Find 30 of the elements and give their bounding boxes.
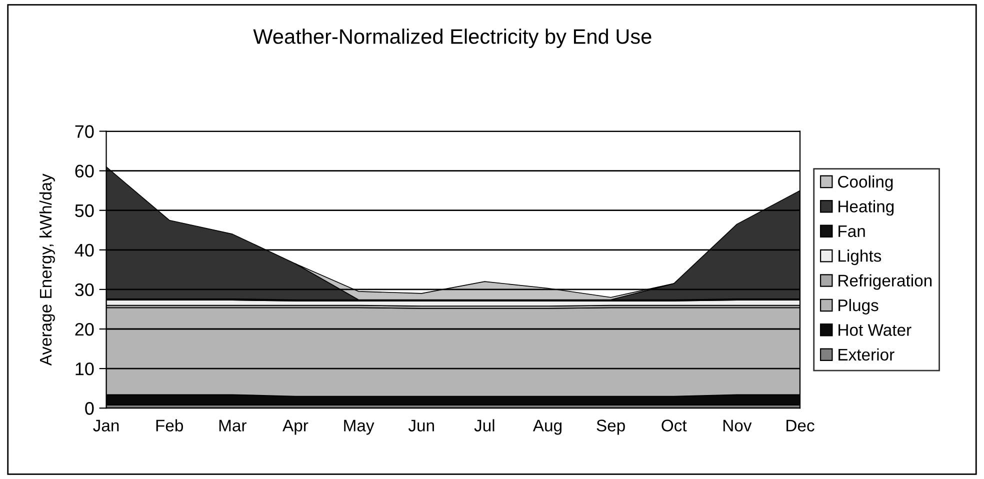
y-tick-label: 10 <box>76 362 94 376</box>
legend-label: Heating <box>838 200 894 216</box>
chart-title: Weather-Normalized Electricity by End Use <box>253 28 652 48</box>
y-tick-label: 50 <box>75 204 94 218</box>
y-tick-label: 30 <box>75 283 94 296</box>
legend-label: Refrigeration <box>838 274 932 290</box>
y-tick-label: 20 <box>75 322 94 336</box>
x-tick-label: Nov <box>723 420 752 432</box>
y-tick-label: 60 <box>75 164 94 178</box>
x-tick-label: Apr <box>282 420 308 435</box>
x-tick-label: Dec <box>786 420 814 432</box>
y-tick-label: 40 <box>74 244 94 257</box>
y-tick-label: 70 <box>75 125 94 138</box>
x-tick-label: Aug <box>532 420 562 435</box>
y-tick-label: 0 <box>85 402 94 415</box>
x-tick-label: Feb <box>156 419 183 432</box>
legend-label: Exterior <box>838 348 894 361</box>
y-axis-title: Average Energy, kWh/day <box>39 174 55 366</box>
legend-label: Plugs <box>838 298 878 314</box>
legend-label: Hot Water <box>838 324 912 336</box>
legend-label: Lights <box>838 250 882 266</box>
x-tick-label: Jan <box>93 420 119 432</box>
x-tick-label: Mar <box>219 420 246 432</box>
x-tick-label: Sep <box>596 420 625 435</box>
x-tick-label: Oct <box>662 420 687 432</box>
legend-label: Cooling <box>838 175 893 191</box>
x-tick-label: May <box>344 420 374 435</box>
legend-label: Fan <box>838 225 865 238</box>
x-tick-label: Jul <box>474 419 494 432</box>
x-tick-label: Jun <box>408 420 434 432</box>
